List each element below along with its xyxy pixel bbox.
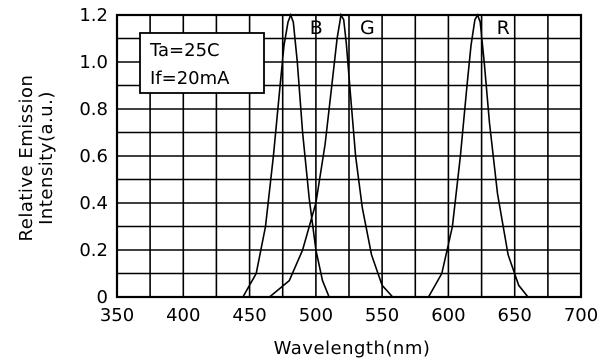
tick-labels: 350 400 450 500 550 600 650 700 0 0.2 0.4 0.6 0.8 1.0… — [79, 5, 598, 326]
y-tick-label: 1.0 — [79, 52, 108, 73]
x-tick-label: 650 — [498, 305, 532, 326]
x-tick-label: 350 — [100, 305, 134, 326]
conditions-box: Ta=25C If=20mA — [139, 32, 265, 94]
x-tick-label: 600 — [431, 305, 465, 326]
x-tick-label: 550 — [365, 305, 399, 326]
series-label-B: B — [310, 17, 323, 39]
y-tick-label: 0 — [97, 287, 108, 308]
condition-current: If=20mA — [150, 68, 230, 89]
x-tick-label: 450 — [232, 305, 266, 326]
x-tick-label: 500 — [299, 305, 333, 326]
condition-temperature: Ta=25C — [149, 40, 220, 61]
conditions-frame — [139, 32, 265, 94]
y-tick-label: 0.8 — [79, 99, 108, 120]
y-tick-label: 0.4 — [79, 193, 108, 214]
series-label-R: R — [497, 17, 510, 39]
series-curve-G — [268, 12, 394, 298]
series-label-G: G — [360, 17, 375, 39]
x-tick-label: 700 — [564, 305, 598, 326]
y-tick-label: 0.2 — [79, 240, 108, 261]
series-curve-R — [427, 13, 529, 298]
plot-frame — [115, 13, 583, 299]
x-axis-label: Wavelength(nm) — [274, 338, 431, 359]
y-axis-label-line1: Relative Emission — [16, 75, 37, 242]
x-tick-label: 400 — [166, 305, 200, 326]
series-curve-B — [242, 12, 330, 298]
y-axis-label-line2: Intensity(a.u.) — [36, 91, 57, 225]
y-tick-label: 1.2 — [79, 5, 108, 26]
y-tick-label: 0.6 — [79, 146, 108, 167]
